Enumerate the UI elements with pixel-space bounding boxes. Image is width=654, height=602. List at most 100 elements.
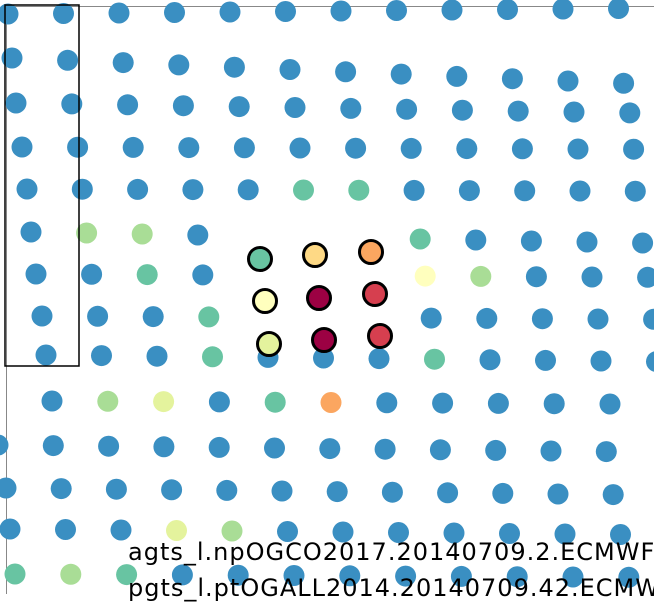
data-point [386,0,407,21]
data-point [476,308,497,329]
data-point [497,0,518,20]
data-point [132,224,153,245]
data-point [456,138,477,159]
data-point [512,138,533,159]
data-point [106,479,127,500]
data-point [553,0,574,20]
data-point [437,482,458,503]
data-point [410,229,431,250]
highlighted-point [308,287,331,310]
data-point [178,137,199,158]
data-point [17,179,38,200]
data-point [637,267,654,288]
data-point [514,180,535,201]
data-point [137,264,158,285]
data-point [613,73,634,94]
data-point [492,483,513,504]
data-point [192,264,213,285]
data-point [229,96,250,117]
data-point [577,232,598,253]
data-point [603,484,624,505]
data-point [327,481,348,502]
data-point [391,64,412,85]
data-point [265,392,286,413]
data-point [340,98,361,119]
data-point [591,351,612,372]
data-point [558,71,579,92]
data-point [234,137,255,158]
data-point [0,478,17,499]
data-point [198,306,219,327]
data-point [625,181,646,202]
data-point [53,3,74,24]
data-point [290,138,311,159]
data-point [168,54,189,75]
highlighted-point [364,283,387,306]
data-point [51,478,72,499]
data-point [238,179,259,200]
data-point [55,519,76,540]
data-point [348,180,369,201]
data-point [623,139,644,160]
data-point [596,441,617,462]
caption-line-1: agts_l.npOGCO2017.20140709.2.ECMWF [128,538,654,566]
data-point [319,438,340,459]
data-point [153,391,174,412]
data-point [143,306,164,327]
data-point [60,564,81,585]
data-point [147,346,168,367]
data-point [202,346,223,367]
data-point [424,349,445,370]
data-point [564,102,585,123]
data-point [404,180,425,201]
data-point [161,479,182,500]
data-point [415,266,436,287]
data-point [36,345,57,366]
data-point [209,391,230,412]
data-point [480,349,501,370]
data-point [67,137,88,158]
data-point [272,481,293,502]
data-point [87,306,108,327]
data-point [113,52,134,73]
data-point [619,102,640,123]
data-point [331,1,352,22]
data-point [72,179,93,200]
data-point [470,266,491,287]
data-point [153,436,174,457]
data-point [109,3,130,24]
data-point [117,94,138,115]
data-point [127,179,148,200]
data-point [526,266,547,287]
data-point [57,50,78,71]
data-point [164,2,185,23]
data-point [396,99,417,120]
data-point [32,306,53,327]
data-point [382,482,403,503]
data-point [643,309,654,330]
data-point [459,180,480,201]
data-point [568,139,589,160]
data-point [26,264,47,285]
data-point [608,0,629,19]
data-point [182,179,203,200]
data-point [421,308,442,329]
data-point [345,138,366,159]
data-point [535,350,556,371]
data-point [293,180,314,201]
data-point [646,351,654,372]
data-point [508,101,529,122]
data-point [446,66,467,87]
data-point [632,233,653,254]
data-point [97,391,118,412]
data-point [485,440,506,461]
data-point [600,394,621,415]
highlighted-point [258,333,281,356]
data-point [216,480,237,501]
data-point [275,1,296,22]
data-point [582,267,603,288]
data-point [43,435,64,456]
data-point [521,231,542,252]
data-point [220,2,241,23]
data-point [442,0,463,21]
